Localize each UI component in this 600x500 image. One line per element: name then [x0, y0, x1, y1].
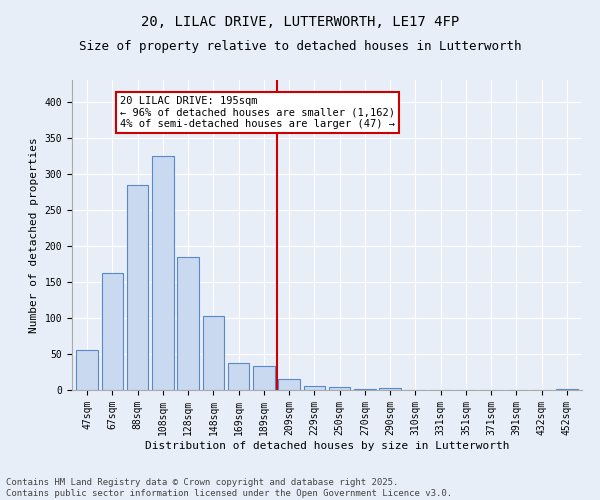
Text: Contains HM Land Registry data © Crown copyright and database right 2025.
Contai: Contains HM Land Registry data © Crown c…	[6, 478, 452, 498]
Bar	[152, 156, 173, 390]
Bar	[253, 366, 275, 390]
Text: Size of property relative to detached houses in Lutterworth: Size of property relative to detached ho…	[79, 40, 521, 53]
Text: 20 LILAC DRIVE: 195sqm
← 96% of detached houses are smaller (1,162)
4% of semi-d: 20 LILAC DRIVE: 195sqm ← 96% of detached…	[120, 96, 395, 129]
Bar	[101, 273, 123, 390]
Bar	[278, 379, 300, 390]
Text: 20, LILAC DRIVE, LUTTERWORTH, LE17 4FP: 20, LILAC DRIVE, LUTTERWORTH, LE17 4FP	[141, 15, 459, 29]
Bar	[76, 350, 98, 390]
Bar	[354, 388, 376, 390]
X-axis label: Distribution of detached houses by size in Lutterworth: Distribution of detached houses by size …	[145, 440, 509, 450]
Bar	[329, 387, 350, 390]
Bar	[304, 386, 325, 390]
Bar	[178, 256, 199, 390]
Bar	[228, 362, 250, 390]
Bar	[556, 388, 578, 390]
Bar	[203, 316, 224, 390]
Bar	[379, 388, 401, 390]
Bar	[127, 184, 148, 390]
Y-axis label: Number of detached properties: Number of detached properties	[29, 137, 39, 333]
